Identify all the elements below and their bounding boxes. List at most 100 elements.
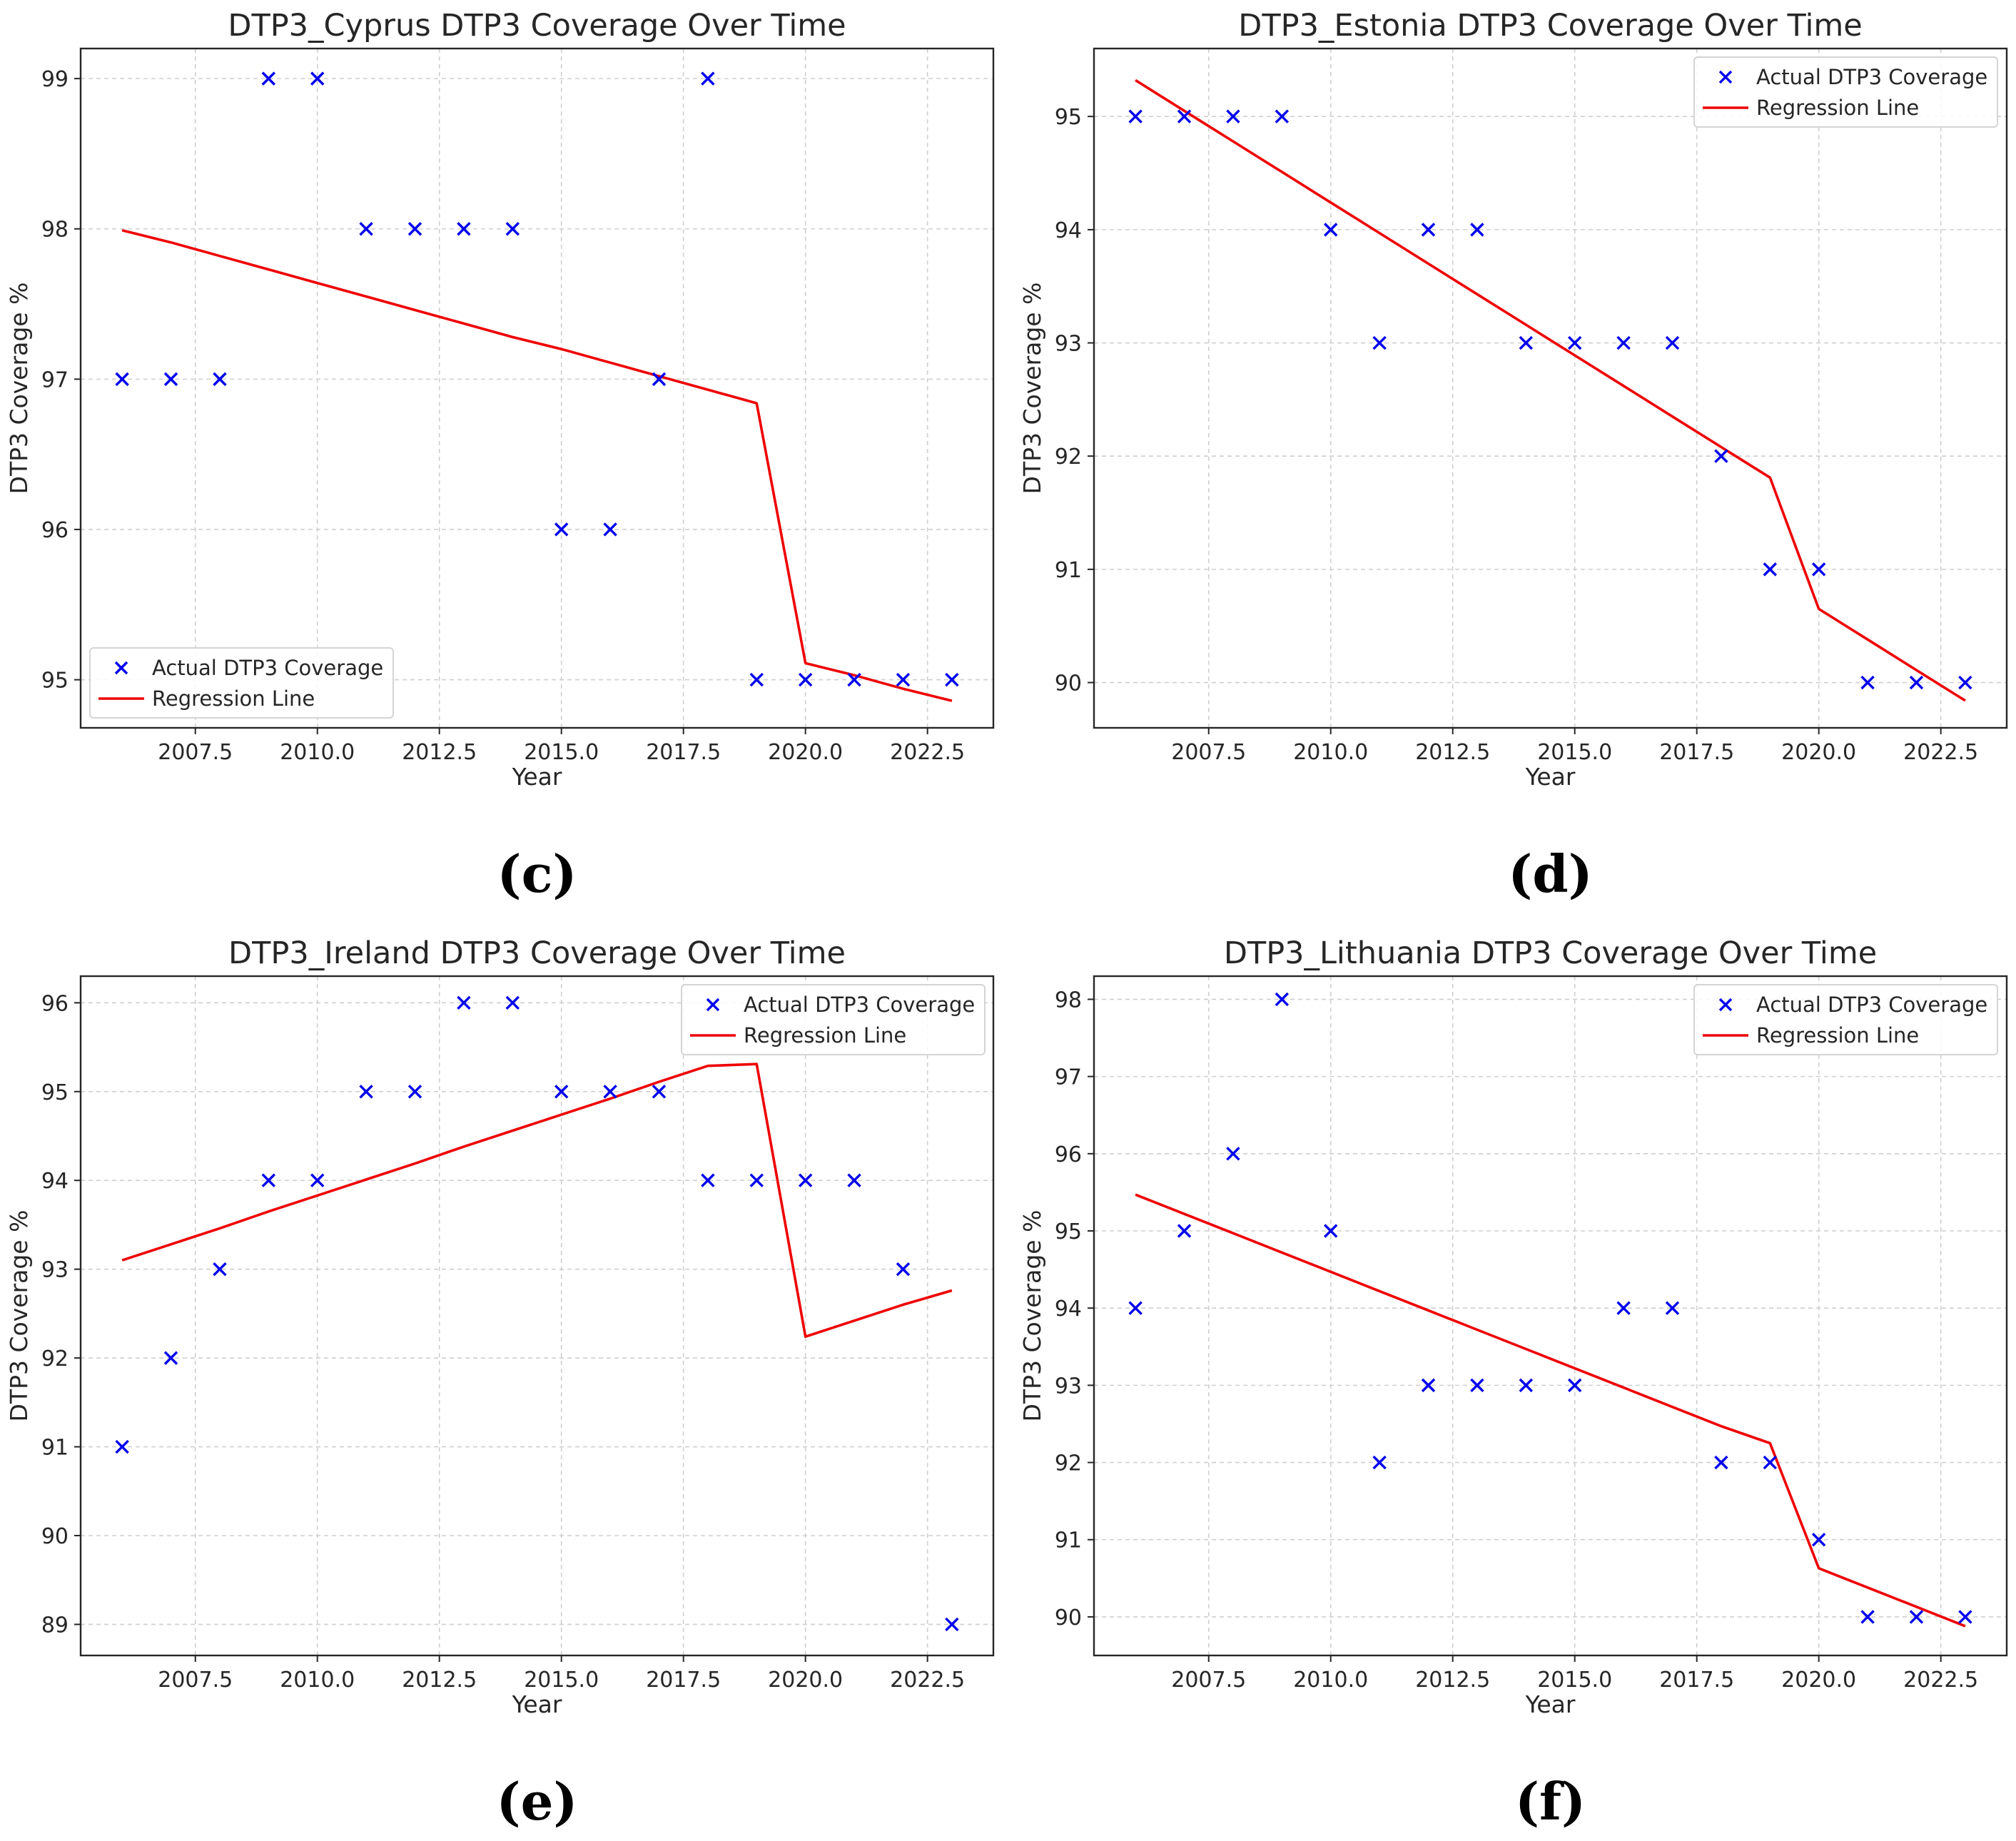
y-tick-label: 90: [1055, 1606, 1082, 1630]
x-tick-label: 2010.0: [1293, 740, 1368, 765]
y-tick-label: 97: [1055, 1065, 1082, 1090]
data-point: [1909, 1610, 1924, 1624]
data-point: [1763, 562, 1777, 577]
data-point: [798, 1173, 813, 1187]
data-point: [1519, 335, 1534, 350]
chart-panel: DTP3_Lithuania DTP3 Coverage Over Time 20…: [1018, 935, 2008, 1832]
y-tick-label: 89: [41, 1613, 69, 1638]
data-point: [1616, 1301, 1631, 1315]
data-point: [310, 1173, 325, 1187]
x-tick-label: 2017.5: [1659, 1668, 1734, 1693]
data-point: [1811, 1533, 1826, 1547]
data-point: [261, 71, 276, 86]
data-point: [1714, 449, 1728, 463]
data-point: [457, 995, 471, 1010]
legend-marker-actual: [114, 661, 128, 675]
legend-label-actual: Actual DTP3 Coverage: [1756, 65, 1987, 89]
data-point: [1226, 1147, 1240, 1161]
data-point: [1567, 335, 1582, 350]
x-tick-label: 2020.0: [768, 740, 843, 765]
y-tick-label: 98: [41, 218, 69, 243]
legend-box: [1693, 56, 1998, 128]
data-point: [1811, 562, 1826, 577]
x-tick-label: 2022.5: [890, 740, 965, 765]
data-point: [115, 372, 129, 387]
legend: Actual DTP3 Coverage Regression Line: [1693, 984, 1998, 1055]
legend-label-regression: Regression Line: [1756, 1023, 1919, 1048]
chart-panel: DTP3_Estonia DTP3 Coverage Over Time 2007…: [1018, 8, 2008, 904]
data-point: [1860, 675, 1875, 690]
y-tick-label: 92: [1055, 1451, 1082, 1476]
data-point: [554, 1085, 569, 1099]
x-axis-label: Year: [1525, 763, 1576, 791]
data-point: [847, 672, 861, 687]
data-point: [1372, 335, 1387, 350]
data-point: [652, 1085, 667, 1099]
data-point: [1128, 1301, 1143, 1315]
x-tick-label: 2010.0: [1293, 1668, 1368, 1693]
data-point: [213, 372, 227, 387]
x-tick-label: 2020.0: [1781, 740, 1856, 765]
x-tick-label: 2022.5: [1903, 740, 1978, 765]
data-point: [1958, 675, 1972, 690]
legend-label-regression: Regression Line: [1756, 96, 1919, 120]
y-tick-label: 94: [1055, 218, 1082, 243]
x-tick-label: 2010.0: [280, 740, 355, 765]
legend-marker-actual: [1718, 998, 1733, 1012]
x-tick-label: 2007.5: [1171, 1668, 1246, 1693]
x-tick-label: 2015.0: [524, 1668, 599, 1693]
data-point: [603, 1085, 617, 1099]
plot-frame: [79, 975, 995, 1657]
data-point: [407, 222, 422, 236]
y-tick-label: 94: [1055, 1297, 1082, 1322]
data-point: [1372, 1455, 1387, 1470]
chart-title: DTP3_Ireland DTP3 Coverage Over Time: [228, 935, 846, 971]
panel-label: (d): [1508, 843, 1592, 904]
data-point: [1421, 223, 1436, 237]
y-tick-label: 93: [1055, 1374, 1082, 1399]
data-point: [749, 1173, 764, 1187]
data-point: [701, 71, 715, 86]
plot-frame: [1093, 975, 2008, 1657]
data-point: [310, 71, 325, 86]
legend: Actual DTP3 Coverage Regression Line: [681, 984, 986, 1055]
x-tick-label: 2007.5: [158, 1668, 233, 1693]
legend-box: [89, 647, 394, 719]
x-tick-label: 2015.0: [1537, 740, 1612, 765]
y-tick-label: 96: [41, 518, 69, 543]
data-point: [213, 1262, 227, 1277]
legend: Actual DTP3 Coverage Regression Line: [89, 647, 394, 719]
chart-title: DTP3_Estonia DTP3 Coverage Over Time: [1238, 8, 1862, 44]
x-tick-label: 2015.0: [1537, 1668, 1612, 1693]
data-point: [1470, 223, 1484, 237]
y-tick-label: 97: [41, 367, 69, 392]
y-tick-label: 92: [41, 1346, 69, 1371]
x-tick-label: 2017.5: [646, 740, 721, 765]
x-tick-label: 2017.5: [646, 1668, 721, 1693]
regression-line: [1135, 1193, 1966, 1628]
data-point: [896, 1262, 911, 1277]
plot-frame: [1093, 47, 2008, 729]
data-point: [261, 1173, 276, 1187]
data-point: [1421, 1378, 1436, 1393]
x-tick-label: 2007.5: [1171, 740, 1246, 765]
chart-title: DTP3_Cyprus DTP3 Coverage Over Time: [228, 8, 846, 44]
panel-label: (e): [497, 1771, 578, 1832]
y-tick-label: 91: [1055, 1528, 1082, 1553]
y-axis-label: DTP3 Coverage %: [5, 1210, 33, 1422]
legend-box: [681, 984, 986, 1055]
x-tick-label: 2015.0: [524, 740, 599, 765]
data-point: [1763, 1455, 1777, 1470]
data-point: [1519, 1378, 1534, 1393]
y-axis-label: DTP3 Coverage %: [1018, 283, 1046, 495]
x-tick-label: 2012.5: [402, 1668, 477, 1693]
data-point: [749, 672, 764, 687]
y-tick-label: 90: [41, 1524, 69, 1549]
data-point: [603, 522, 617, 537]
legend-label-actual: Actual DTP3 Coverage: [1756, 993, 1987, 1017]
legend-label-regression: Regression Line: [744, 1023, 906, 1048]
data-point: [1324, 223, 1338, 237]
chart-title: DTP3_Lithuania DTP3 Coverage Over Time: [1224, 935, 1877, 971]
x-axis-label: Year: [512, 763, 562, 791]
